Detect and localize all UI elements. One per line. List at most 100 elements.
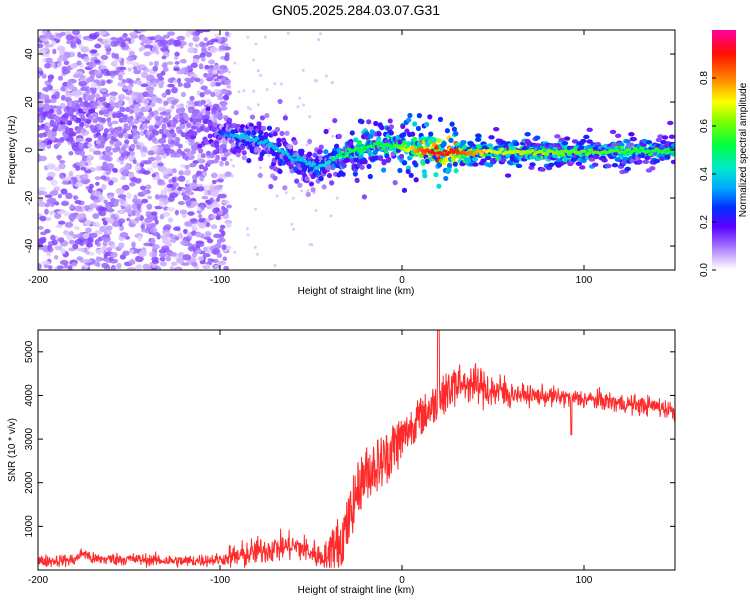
spectrogram-ridge-cell (627, 142, 635, 147)
spectrogram-noise-cell (117, 133, 124, 139)
spectrogram-noise-cell (199, 41, 205, 48)
spectrogram-noise-cell (96, 86, 101, 91)
spectrogram-noise-cell (206, 160, 215, 164)
spectrogram-noise-cell (273, 82, 277, 86)
spectrogram-noise-cell (109, 91, 118, 96)
spectrogram-ridge-cell (655, 137, 663, 143)
spectrogram-noise-cell (82, 259, 92, 263)
spectrogram-noise-cell (71, 90, 80, 97)
spectrogram-ridge-cell (56, 109, 63, 115)
spectrogram-noise-cell (88, 147, 95, 153)
spectrogram-noise-cell (210, 81, 216, 88)
spectrogram-ridge-cell (136, 80, 142, 86)
spectrogram-ridge-cell (413, 177, 419, 183)
spectrogram-ridge-cell (446, 167, 452, 173)
spectrogram-noise-cell (83, 173, 89, 179)
spectrogram-noise-cell (159, 111, 167, 116)
spectrogram-noise-cell (225, 222, 232, 228)
spectrogram-noise-cell (310, 243, 314, 247)
spectrogram-noise-cell (176, 107, 182, 114)
spectrogram-noise-cell (180, 240, 188, 246)
spectrogram-noise-cell (214, 207, 220, 213)
spectrogram-noise-cell (174, 236, 180, 241)
spectrogram-ridge-cell (305, 191, 311, 197)
spectrogram-ridge-core (344, 151, 349, 156)
spectrogram-ridge-cell (422, 173, 428, 179)
spectrogram-noise-cell (140, 224, 146, 230)
spectrogram-noise-cell (192, 160, 199, 164)
spectrogram-noise-cell (88, 62, 97, 68)
spectrogram-noise-cell (212, 69, 218, 75)
spectrogram-ridge-cell (174, 136, 181, 143)
spectrogram-noise-cell (128, 249, 135, 254)
figure-title: GN05.2025.284.03.07.G31 (272, 2, 440, 18)
spectrogram-noise-cell (102, 220, 108, 226)
spectrogram-noise-cell (176, 257, 185, 264)
spectrogram-ridge-cell (618, 142, 625, 147)
spectrogram-ridge-cell (670, 143, 675, 148)
spectrogram-noise-cell (167, 217, 174, 223)
spectrogram-noise-cell (117, 209, 124, 214)
spectrogram-noise-cell (86, 178, 91, 183)
spectrogram-ridge-cell (161, 133, 167, 139)
spectrogram-ridge-core (302, 159, 308, 163)
spectrogram-noise-cell (143, 51, 151, 57)
spectrogram-noise-cell (177, 175, 186, 182)
spectrogram-noise-cell (94, 59, 101, 64)
spectrogram-noise-cell (137, 251, 147, 258)
spectrogram-noise-cell (141, 198, 149, 204)
spectrogram-noise-cell (246, 106, 250, 110)
spectrogram-ridge-cell (99, 143, 105, 149)
spectrogram-noise-cell (118, 74, 123, 81)
spectrogram-ridge-cell (192, 109, 199, 115)
spectrogram-noise-cell (184, 221, 192, 227)
spectrogram-ridge-cell (233, 110, 239, 116)
spectrogram-ridge-cell (258, 155, 264, 162)
spectrogram-noise-cell (221, 205, 226, 211)
spectrogram-ridge-cell (664, 154, 671, 160)
spectrogram-noise-cell (181, 188, 186, 193)
spectrogram-noise-cell (70, 63, 78, 69)
spectrogram-ridge-cell (412, 121, 418, 127)
spectrogram-ridge-cell (366, 163, 372, 169)
spectrogram-ridge-cell (205, 106, 211, 112)
spectrogram-ridge-core (479, 152, 485, 156)
spectrogram-noise-cell (219, 193, 228, 199)
spectrogram-ridge-cell (341, 163, 347, 169)
spectrogram-ridge-core (639, 146, 644, 150)
spectrogram-ridge-cell (215, 147, 221, 153)
spectrogram-ridge-cell (636, 159, 643, 164)
spectrogram-noise-cell (305, 143, 309, 147)
spectrogram-ridge-cell (41, 73, 47, 79)
spectrogram-ridge-cell (571, 139, 579, 144)
spectrogram-noise-cell (163, 173, 170, 180)
spectrogram-ridge-cell (362, 159, 368, 165)
spectrogram-ridge-cell (60, 86, 66, 92)
spectrogram-noise-cell (200, 56, 206, 62)
spectrogram-ridge-cell (367, 173, 373, 180)
colorbar: 0.0 0.2 0.4 0.6 0.8 Normalized spectral ampl… (699, 30, 749, 277)
spectrogram-noise-cell (180, 164, 186, 168)
spectrogram-noise-cell (100, 59, 105, 66)
spectrogram-ridge-cell (453, 131, 459, 137)
spectrogram-noise-cell (242, 89, 246, 93)
spectrogram-ridge-cell (486, 163, 494, 168)
spectrogram-noise-cell (150, 211, 158, 216)
spectrogram-ridge-core (619, 145, 625, 149)
spectrogram-ridge-cell (534, 135, 541, 140)
spectrogram-ridge-cell (670, 152, 675, 157)
spectrogram-ridge-core (497, 150, 502, 154)
spectrogram-noise-cell (130, 54, 138, 60)
spectrogram-ridge-core (381, 147, 386, 151)
spectrogram-noise-cell (181, 58, 187, 64)
spectrogram-ridge-cell (84, 122, 90, 128)
spectrogram-noise-cell (170, 261, 178, 266)
spectrogram-ridge-cell (172, 152, 178, 158)
spectrogram-ridge-cell (443, 175, 449, 182)
spectrogram-noise-cell (221, 244, 227, 250)
spectrogram-noise-cell (82, 232, 90, 240)
spectrogram-ridge-cell (436, 183, 442, 189)
spectrogram-ridge-cell (92, 118, 99, 124)
spectrogram-ridge-cell (189, 95, 195, 101)
spectrogram-noise-cell (93, 190, 102, 197)
